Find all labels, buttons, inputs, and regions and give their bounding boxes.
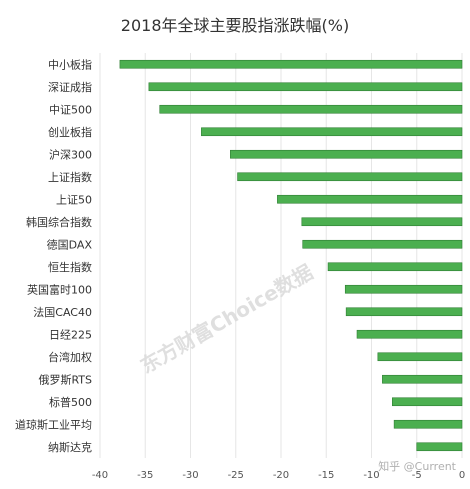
category-label: 创业板指 (48, 125, 92, 139)
bar (416, 442, 463, 452)
category-label: 上证指数 (48, 170, 92, 184)
x-tick-label: -40 (92, 470, 108, 481)
category-label: 上证50 (56, 193, 92, 206)
x-tick-label: -15 (318, 470, 334, 481)
bar (230, 149, 463, 159)
category-label: 俄罗斯RTS (38, 373, 92, 386)
x-tick-label: -25 (228, 470, 244, 481)
category-label: 法国CAC40 (33, 305, 92, 319)
bar (301, 217, 463, 227)
x-tick-label: -35 (137, 470, 153, 481)
x-tick-label: -30 (182, 470, 198, 481)
x-tick-label: -5 (412, 470, 422, 481)
category-label: 沪深300 (49, 147, 92, 161)
category-label: 台湾加权 (48, 350, 92, 364)
x-tick-label: -10 (363, 470, 379, 481)
bar (302, 239, 463, 249)
chart-title: 2018年全球主要股指涨跌幅(%) (120, 16, 350, 35)
bar (327, 262, 463, 272)
bar (393, 419, 463, 429)
bar (237, 172, 463, 182)
category-label: 深证成指 (48, 80, 92, 94)
bar (344, 284, 463, 294)
bar (119, 59, 463, 69)
bar (377, 352, 463, 362)
category-label: 日经225 (49, 328, 92, 341)
category-label: 纳斯达克 (48, 441, 92, 454)
bar (277, 194, 463, 204)
category-label: 韩国综合指数 (26, 215, 92, 229)
x-tick-label: 0 (459, 470, 465, 481)
bar (201, 127, 463, 137)
bar (356, 329, 463, 339)
bar (345, 307, 463, 317)
category-label: 标普500 (49, 395, 92, 409)
bar (382, 374, 463, 384)
category-label: 中小板指 (48, 57, 92, 71)
category-label: 中证500 (49, 103, 92, 116)
bar (148, 82, 463, 92)
category-label: 德国DAX (47, 237, 93, 251)
bar (392, 397, 463, 407)
x-tick-label: -20 (273, 470, 289, 481)
category-label: 道琼斯工业平均 (15, 417, 92, 431)
watermark: 东方财富Choice数据 (136, 260, 317, 378)
credit-text: 知乎 @Current (378, 459, 456, 473)
category-label: 英国富时100 (27, 282, 92, 296)
bar (159, 104, 463, 114)
category-label: 恒生指数 (48, 260, 92, 274)
